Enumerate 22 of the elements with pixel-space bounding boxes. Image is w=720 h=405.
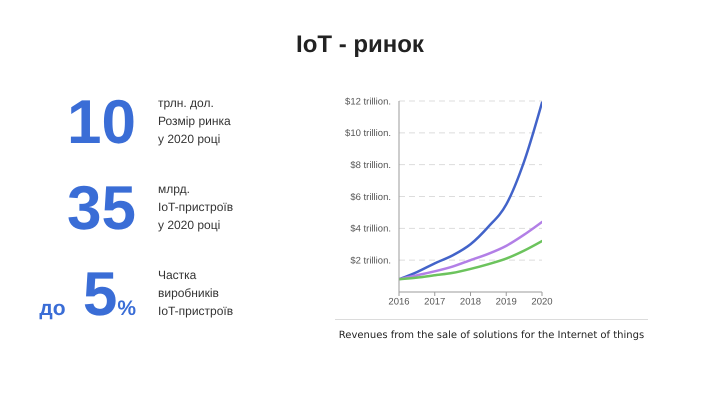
line-series — [399, 220, 542, 281]
x-tick-label: 2017 — [424, 296, 446, 308]
line-series — [399, 240, 542, 281]
text: Частка виробників IoT-пристроїв — [158, 267, 234, 320]
text: до 5% — [39, 260, 136, 329]
x-tick-label: 2016 — [388, 296, 410, 308]
text: 10 — [67, 88, 136, 157]
y-tick-label: $12 trillion. — [345, 96, 391, 108]
y-tick-label: $10 trillion. — [345, 128, 391, 140]
x-tick-label: 2020 — [531, 296, 553, 308]
y-tick-label: $6 trillion. — [350, 192, 391, 203]
text: Revenues from the sale of solutions for the Internet of things — [338, 329, 646, 342]
y-tick-label: $8 trillion. — [350, 160, 391, 172]
y-tick-label: $4 trillion. — [350, 224, 391, 235]
text: IoT - ринок — [295, 31, 425, 58]
y-tick-label: $2 trillion. — [350, 256, 391, 267]
line-series — [399, 101, 542, 281]
text: млрд. IoT-пристроїв у 2020 році — [158, 181, 234, 234]
x-tick-label: 2019 — [496, 296, 517, 308]
text: трлн. дол. Розмір ринка у 2020 році — [158, 95, 231, 148]
x-tick-label: 2018 — [460, 296, 482, 308]
text: 35 — [67, 174, 136, 243]
